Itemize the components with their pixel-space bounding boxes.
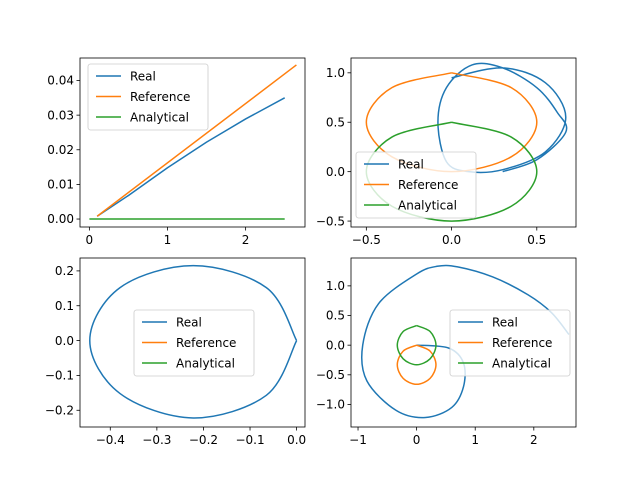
subplot-2: −0.5 0.0 0.5 −0.5 0.0 0.5 1.0 Real Reference Anal…	[316, 57, 577, 247]
y-tick-label: 0.0	[55, 334, 74, 348]
y-tick-label: 0.02	[47, 143, 74, 157]
y-tick-label: 0.00	[47, 212, 74, 226]
legend-box	[449, 309, 571, 377]
axes-frame	[79, 257, 306, 428]
legend-box	[133, 309, 255, 377]
x-tick-label: 0.0	[287, 433, 306, 447]
legend-label-real: Real	[398, 157, 424, 171]
legend: Real Reference Analytical	[87, 63, 209, 131]
y-tick-label: 0.0	[326, 165, 345, 179]
y-tick-label: −0.5	[316, 368, 345, 382]
x-tick-label: 1	[164, 233, 172, 247]
y-tick-label: −1.0	[316, 398, 345, 412]
legend: Real Reference Analytical	[449, 309, 571, 377]
axes-frame	[79, 57, 306, 228]
x-tick-label: 0.0	[442, 233, 461, 247]
legend-label-reference: Reference	[176, 336, 236, 350]
x-tick-label: 0	[86, 233, 94, 247]
x-tick-label: −0.5	[352, 233, 381, 247]
subplot-1: 0 1 2 0.00 0.01 0.02 0.03 0.04 Real Reference Anal…	[47, 57, 306, 247]
axes-frame	[350, 57, 577, 228]
y-tick-label: 0.0	[326, 338, 345, 352]
series-line-analytical	[396, 324, 437, 366]
x-tick-label: 2	[242, 233, 250, 247]
legend-label-reference: Reference	[398, 178, 458, 192]
y-tick-label: 0.01	[47, 178, 74, 192]
x-tick-label: 0.5	[527, 233, 546, 247]
legend-label-real: Real	[130, 69, 156, 83]
y-tick-label: 0.1	[55, 299, 74, 313]
y-tick-label: 0.2	[55, 264, 74, 278]
series-line-reference	[96, 64, 297, 217]
axes-frame	[350, 257, 577, 428]
legend-label-real: Real	[492, 315, 518, 329]
x-tick-label: −0.2	[189, 433, 218, 447]
x-tick-label: −0.3	[142, 433, 171, 447]
y-tick-label: 1.0	[326, 279, 345, 293]
y-tick-label: 0.04	[47, 74, 74, 88]
y-tick-label: −0.2	[45, 403, 74, 417]
x-tick-label: −0.1	[235, 433, 264, 447]
series-line-real	[96, 97, 286, 217]
legend-label-reference: Reference	[130, 90, 190, 104]
series-line-real	[89, 264, 298, 419]
y-tick-label: −0.5	[316, 214, 345, 228]
legend: Real Reference Analytical	[133, 309, 255, 377]
subplot-3: −0.4 −0.3 −0.2 −0.1 0.0 −0.2 −0.1 0.0 0.1 0.2 Real…	[45, 257, 306, 447]
legend-label-analytical: Analytical	[176, 356, 235, 370]
y-tick-label: 0.03	[47, 108, 74, 122]
legend-label-analytical: Analytical	[492, 356, 551, 370]
x-tick-label: −1	[349, 433, 367, 447]
series-line-analytical	[365, 121, 538, 222]
legend-box	[355, 151, 477, 219]
y-tick-label: 0.5	[326, 115, 345, 129]
y-tick-label: −0.1	[45, 369, 74, 383]
subplot-4: −1 0 1 2 −1.0 −0.5 0.0 0.5 1.0 Real Reference Analy…	[316, 257, 577, 447]
x-tick-label: −0.4	[96, 433, 125, 447]
legend-label-analytical: Analytical	[398, 198, 457, 212]
series-line-real	[437, 62, 568, 174]
legend: Real Reference Analytical	[355, 151, 477, 219]
series-line-real	[360, 264, 570, 419]
y-tick-label: 1.0	[326, 66, 345, 80]
x-tick-label: 2	[530, 433, 538, 447]
x-tick-label: 0	[413, 433, 421, 447]
legend-box	[87, 63, 209, 131]
legend-label-real: Real	[176, 315, 202, 329]
y-tick-label: 0.5	[326, 309, 345, 323]
legend-label-reference: Reference	[492, 336, 552, 350]
x-tick-label: 1	[471, 433, 479, 447]
legend-label-analytical: Analytical	[130, 110, 189, 124]
